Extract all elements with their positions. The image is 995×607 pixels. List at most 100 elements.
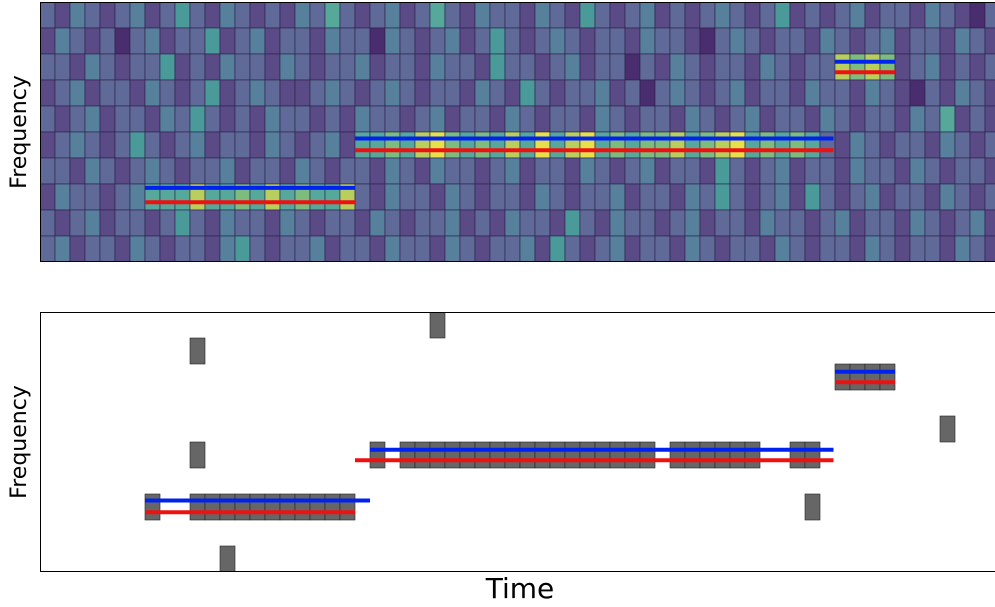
heatmap-cell	[54, 183, 71, 211]
heatmap-cell	[804, 157, 821, 185]
heatmap-cell	[864, 235, 881, 262]
heatmap-cell	[879, 209, 896, 237]
heatmap-cell	[579, 209, 596, 237]
heatmap-cell	[909, 157, 926, 185]
heatmap-cell	[519, 131, 536, 159]
detection-cell	[789, 441, 806, 469]
heatmap-cell	[774, 235, 791, 262]
heatmap-cell	[174, 105, 191, 133]
heatmap-cell	[204, 157, 221, 185]
heatmap-cell	[819, 27, 836, 55]
heatmap-cell	[819, 131, 836, 159]
spectrogram-panel	[40, 2, 995, 262]
heatmap-cell	[279, 2, 296, 29]
detection-cell	[249, 493, 266, 521]
heatmap-cell	[609, 235, 626, 262]
heatmap-cell	[54, 157, 71, 185]
heatmap-cell	[834, 235, 851, 262]
heatmap-cell	[144, 131, 161, 159]
heatmap-cell	[594, 209, 611, 237]
y-axis-label: Frequency	[7, 385, 32, 499]
heatmap-cell	[954, 2, 971, 29]
heatmap-cell	[744, 105, 761, 133]
detection-cell	[549, 441, 566, 469]
heatmap-cell	[114, 131, 131, 159]
heatmap-cell	[804, 235, 821, 262]
heatmap-cell	[894, 183, 911, 211]
heatmap-cell	[894, 209, 911, 237]
heatmap-cell	[909, 131, 926, 159]
detection-cell	[879, 363, 896, 391]
heatmap-cell	[249, 105, 266, 133]
heatmap-cell	[594, 2, 611, 29]
heatmap-cell	[624, 53, 641, 81]
heatmap-cell	[834, 79, 851, 107]
heatmap-cell	[249, 157, 266, 185]
heatmap-cell	[744, 27, 761, 55]
heatmap-cell	[324, 53, 341, 81]
heatmap-cell	[399, 209, 416, 237]
heatmap-cell	[594, 157, 611, 185]
detection-cell	[429, 312, 446, 339]
heatmap-cell	[849, 209, 866, 237]
heatmap-cell	[489, 27, 506, 55]
detection-cell	[684, 441, 701, 469]
heatmap-cell	[924, 2, 941, 29]
heatmap-cell	[699, 235, 716, 262]
heatmap-cell	[429, 53, 446, 81]
heatmap-cell	[924, 209, 941, 237]
heatmap-cell	[219, 209, 236, 237]
heatmap-cell	[294, 235, 311, 262]
heatmap-cell	[909, 79, 926, 107]
heatmap-cell	[504, 105, 521, 133]
heatmap-cell	[339, 105, 356, 133]
heatmap-cell	[789, 27, 806, 55]
heatmap-cell	[279, 27, 296, 55]
heatmap-cell	[624, 2, 641, 29]
heatmap-cell	[549, 27, 566, 55]
heatmap-cell	[924, 183, 941, 211]
heatmap-cell	[174, 209, 191, 237]
detection-cell	[279, 493, 296, 521]
heatmap-cell	[489, 2, 506, 29]
detection-cell	[204, 493, 221, 521]
heatmap-cell	[489, 183, 506, 211]
heatmap-cell	[174, 27, 191, 55]
detection-cell	[564, 441, 581, 469]
heatmap-cell	[384, 27, 401, 55]
heatmap-cell	[414, 2, 431, 29]
heatmap-cell	[84, 157, 101, 185]
detection-cell	[834, 363, 851, 391]
heatmap-cell	[864, 209, 881, 237]
heatmap-cell	[309, 209, 326, 237]
heatmap-cell	[384, 183, 401, 211]
heatmap-cell	[174, 79, 191, 107]
heatmap-cell	[279, 79, 296, 107]
heatmap-cell	[594, 53, 611, 81]
detection-cell	[144, 493, 161, 521]
detection-cell	[414, 441, 431, 469]
heatmap-cell	[519, 79, 536, 107]
heatmap-cell	[594, 105, 611, 133]
heatmap-cell	[339, 2, 356, 29]
heatmap-cell	[309, 131, 326, 159]
heatmap-cell	[834, 27, 851, 55]
heatmap-cell	[759, 27, 776, 55]
heatmap-cell	[564, 183, 581, 211]
heatmap-cell	[99, 209, 116, 237]
heatmap-cell	[669, 157, 686, 185]
heatmap-cell	[459, 235, 476, 262]
heatmap-cell	[894, 53, 911, 81]
heatmap-cell	[384, 53, 401, 81]
heatmap-cell	[414, 235, 431, 262]
heatmap-cell	[804, 79, 821, 107]
detection-cell	[714, 441, 731, 469]
heatmap-cell	[894, 235, 911, 262]
heatmap-cell	[684, 27, 701, 55]
heatmap-cell	[264, 235, 281, 262]
heatmap-cell	[699, 27, 716, 55]
heatmap-cell	[459, 27, 476, 55]
heatmap-cell	[804, 53, 821, 81]
heatmap-cell	[879, 183, 896, 211]
